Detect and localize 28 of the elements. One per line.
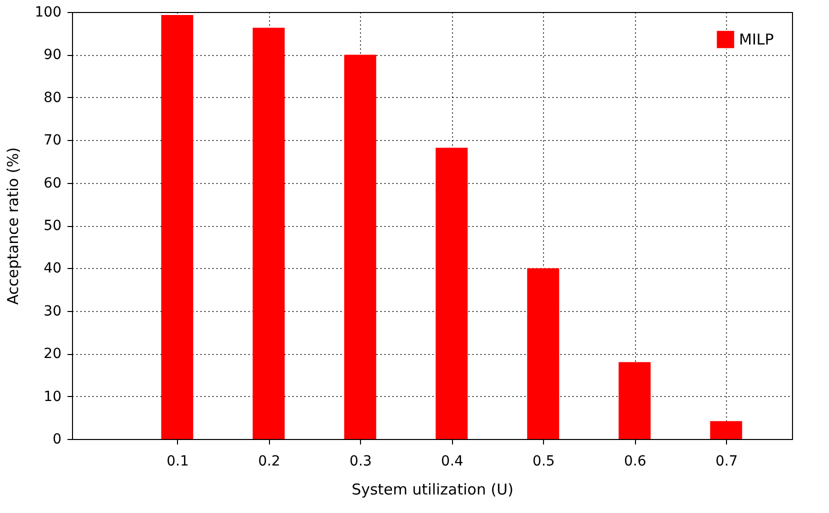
x-tick-label: 0.7 (715, 454, 738, 470)
x-tick-label: 0.5 (532, 454, 555, 470)
x-axis-title: System utilization (U) (352, 480, 514, 498)
x-tick-label: 0.6 (624, 454, 646, 470)
x-tick-label: 0.4 (441, 454, 464, 470)
x-tick-label: 0.2 (258, 454, 280, 470)
y-tick-label: 60 (44, 175, 62, 192)
bar (618, 362, 651, 439)
x-tick-label: 0.1 (166, 454, 189, 470)
bar (710, 421, 742, 439)
bar (527, 268, 560, 439)
bar (252, 28, 285, 439)
bar (436, 148, 468, 439)
legend-label: MILP (739, 30, 774, 48)
bar (161, 14, 194, 439)
y-tick-label: 10 (44, 388, 62, 405)
y-tick-label: 70 (44, 132, 62, 149)
y-axis-title: Acceptance ratio (%) (4, 147, 22, 305)
bar (344, 54, 376, 439)
y-tick-label: 30 (44, 303, 62, 320)
y-tick-label: 50 (44, 218, 62, 234)
y-tick-label: 100 (34, 4, 62, 20)
y-tick-label: 20 (44, 346, 62, 362)
y-tick-label: 90 (44, 47, 62, 64)
x-tick-label: 0.3 (350, 454, 372, 470)
y-tick-label: 0 (52, 432, 62, 448)
y-tick-label: 80 (44, 90, 62, 106)
y-tick-label: 40 (44, 260, 62, 277)
